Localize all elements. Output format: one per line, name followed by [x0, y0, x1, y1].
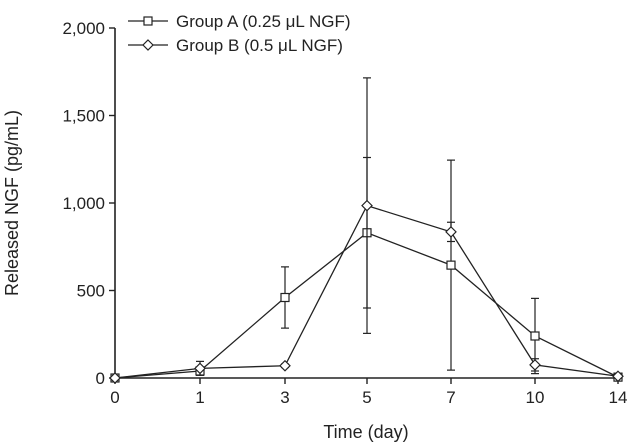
legend-label: Group B (0.5 μL NGF) — [176, 36, 343, 55]
x-ticks: 0 1 3 5 7 10 14 — [110, 378, 627, 407]
x-tick-label: 10 — [526, 388, 545, 407]
x-tick-label: 7 — [446, 388, 455, 407]
y-tick-label: 1,500 — [62, 107, 105, 126]
x-axis-title: Time (day) — [323, 422, 408, 442]
data-point — [529, 359, 541, 371]
data-point — [194, 362, 206, 375]
data-point — [530, 331, 540, 341]
legend-marker — [142, 39, 154, 51]
y-tick-label: 2,000 — [62, 19, 105, 38]
y-tick-label: 500 — [77, 282, 105, 301]
y-tick-label: 0 — [96, 369, 105, 388]
x-tick-label: 5 — [362, 388, 371, 407]
legend: Group A (0.25 μL NGF) Group B (0.5 μL NGF… — [128, 12, 351, 55]
series-layer — [109, 77, 624, 384]
y-tick-label: 1,000 — [62, 194, 105, 213]
data-point — [445, 226, 457, 238]
y-ticks: 0 500 1,000 1,500 2,000 — [62, 19, 115, 388]
data-point — [612, 370, 624, 383]
y-axis-title: Released NGF (pg/mL) — [2, 110, 22, 296]
x-tick-label: 14 — [609, 388, 628, 407]
x-tick-label: 3 — [280, 388, 289, 407]
legend-marker — [143, 16, 153, 26]
x-tick-label: 1 — [195, 388, 204, 407]
data-point — [361, 199, 373, 212]
legend-label: Group A (0.25 μL NGF) — [176, 12, 351, 31]
data-point — [280, 292, 290, 303]
data-point — [279, 359, 291, 372]
x-tick-label: 0 — [110, 388, 119, 407]
data-point — [109, 372, 121, 384]
series-group-b — [109, 77, 624, 384]
data-point — [446, 260, 456, 270]
